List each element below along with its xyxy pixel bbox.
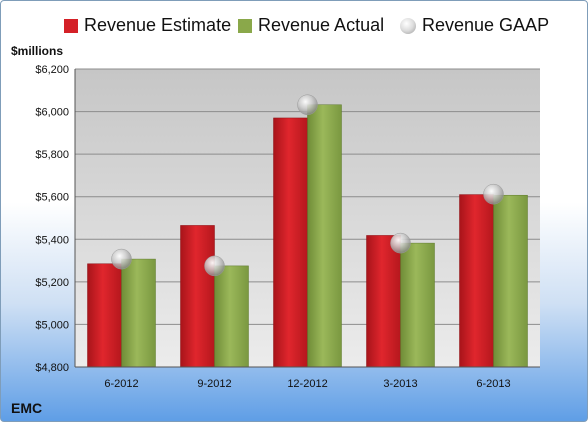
bar-revenue-actual — [121, 258, 156, 368]
legend-item-estimate: Revenue Estimate — [64, 15, 231, 36]
bar-revenue-estimate — [459, 194, 494, 368]
point-revenue-gaap — [204, 255, 225, 277]
company-label: EMC — [11, 400, 43, 416]
point-revenue-gaap — [483, 183, 504, 205]
y-tick-label: $5,800 — [35, 149, 69, 161]
bar-revenue-estimate — [180, 225, 215, 368]
bar-revenue-estimate — [366, 235, 401, 368]
y-tick-label: $5,000 — [35, 319, 69, 331]
y-tick-label: $6,200 — [35, 64, 69, 76]
legend-swatch-actual — [238, 18, 252, 33]
x-tick-label: 12-2012 — [287, 378, 327, 390]
legend-item-actual: Revenue Actual — [238, 15, 384, 36]
bar-revenue-actual — [214, 265, 249, 368]
legend-item-gaap: Revenue GAAP — [400, 15, 549, 36]
bar-revenue-estimate — [273, 117, 308, 368]
x-tick-label: 6-2012 — [104, 378, 138, 390]
y-tick-label: $5,400 — [35, 234, 69, 246]
y-tick-label: $5,600 — [35, 192, 69, 204]
unit-label: $millions — [11, 44, 64, 58]
x-tick-label: 9-2012 — [197, 378, 231, 390]
x-tick-label: 6-2013 — [476, 378, 510, 390]
y-tick-label: $6,000 — [35, 107, 69, 119]
bar-revenue-actual — [307, 104, 342, 368]
legend: Revenue Estimate Revenue Actual Revenue … — [1, 15, 587, 43]
bar-revenue-estimate — [87, 263, 122, 368]
point-revenue-gaap — [297, 94, 318, 116]
bar-revenue-actual — [400, 242, 435, 368]
point-revenue-gaap — [390, 232, 411, 254]
legend-label-estimate: Revenue Estimate — [84, 15, 232, 35]
legend-swatch-gaap — [400, 17, 416, 34]
x-tick-label: 3-2013 — [383, 378, 417, 390]
y-tick-label: $5,200 — [35, 277, 69, 289]
legend-label-gaap: Revenue GAAP — [422, 15, 550, 35]
y-tick-label: $4,800 — [35, 362, 69, 374]
bar-revenue-actual — [493, 194, 528, 368]
legend-swatch-estimate — [64, 18, 78, 33]
legend-label-actual: Revenue Actual — [258, 15, 385, 35]
point-revenue-gaap — [111, 248, 132, 270]
